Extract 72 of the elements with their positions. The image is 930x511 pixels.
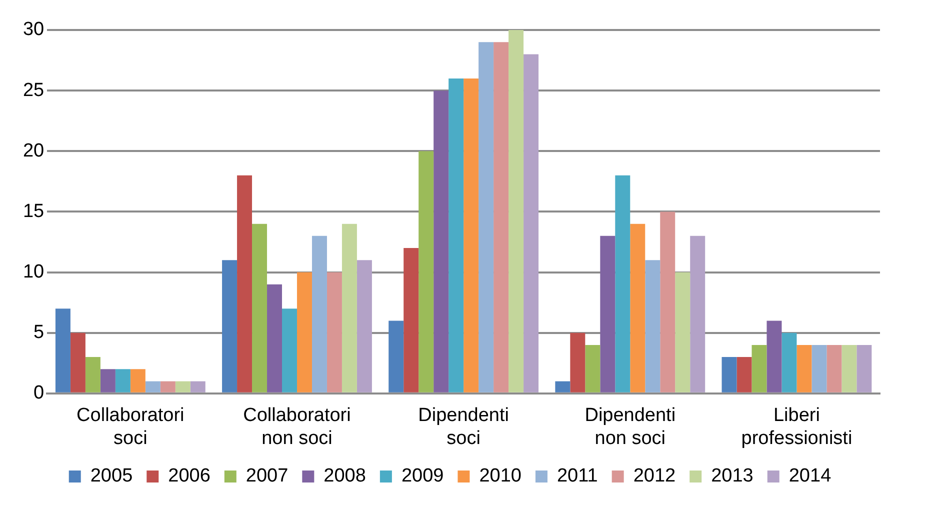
bar — [645, 260, 660, 392]
bar — [145, 381, 160, 392]
legend-label: 2008 — [324, 466, 366, 487]
bar — [660, 212, 676, 392]
bar — [782, 332, 797, 392]
y-tick-label: 25 — [22, 80, 44, 101]
bar — [130, 369, 146, 392]
x-tick-label: Dipendenti soci — [418, 405, 509, 449]
legend-label: 2009 — [401, 466, 444, 487]
bar — [752, 344, 767, 392]
bar — [555, 381, 570, 392]
bar — [326, 272, 342, 392]
legend-label: 2011 — [556, 466, 598, 487]
legend-label: 2014 — [788, 466, 832, 487]
bar — [115, 369, 130, 392]
bar — [100, 369, 116, 392]
bar — [237, 175, 252, 392]
bar — [812, 344, 827, 392]
y-tick-label: 0 — [34, 382, 44, 404]
bar — [222, 260, 238, 392]
bar — [842, 344, 857, 392]
x-tick-label: Collaboratori non soci — [243, 405, 351, 449]
legend-label: 2012 — [633, 466, 676, 487]
x-tick-label: Dipendenti non soci — [584, 405, 676, 449]
bar — [600, 236, 616, 392]
bar — [160, 381, 176, 392]
bar — [585, 344, 600, 392]
bar — [570, 332, 586, 392]
bar — [190, 381, 206, 392]
y-tick-label: 30 — [22, 19, 44, 40]
x-tick-label: Collaboratori soci — [76, 405, 184, 449]
x-tick-label: Liberi professionisti — [741, 405, 852, 449]
bar — [448, 78, 464, 392]
bar — [175, 381, 190, 392]
bar — [267, 284, 282, 392]
bar — [342, 224, 357, 392]
bar — [356, 260, 372, 392]
bar — [494, 42, 509, 392]
y-tick-label: 10 — [22, 262, 44, 282]
legend-label: 2005 — [90, 466, 133, 487]
bar — [418, 151, 434, 392]
bar — [736, 357, 752, 392]
bar — [856, 344, 872, 392]
bar — [296, 272, 312, 392]
legend-label: 2007 — [246, 466, 288, 487]
bar — [464, 78, 479, 392]
bar — [85, 357, 100, 392]
y-tick-label: 15 — [22, 200, 44, 222]
bar — [404, 248, 419, 392]
bar — [312, 236, 327, 392]
bar — [388, 320, 404, 392]
bar — [478, 42, 494, 392]
bar — [524, 54, 539, 392]
y-tick-label: 5 — [34, 322, 44, 344]
bar — [766, 320, 782, 392]
bar — [796, 344, 812, 392]
bar — [70, 332, 86, 392]
bar — [675, 272, 690, 392]
bar — [252, 224, 268, 392]
legend-label: 2006 — [168, 466, 210, 487]
legend-label: 2010 — [479, 466, 522, 487]
bar — [722, 357, 737, 392]
bar — [434, 90, 449, 392]
y-tick-label: 20 — [22, 140, 44, 162]
bar — [508, 30, 524, 392]
bar — [826, 344, 842, 392]
bar — [282, 308, 297, 392]
bar — [55, 308, 70, 392]
legend-label: 2013 — [711, 466, 754, 487]
bar — [615, 175, 630, 392]
bar — [690, 236, 706, 392]
bar — [630, 224, 646, 392]
